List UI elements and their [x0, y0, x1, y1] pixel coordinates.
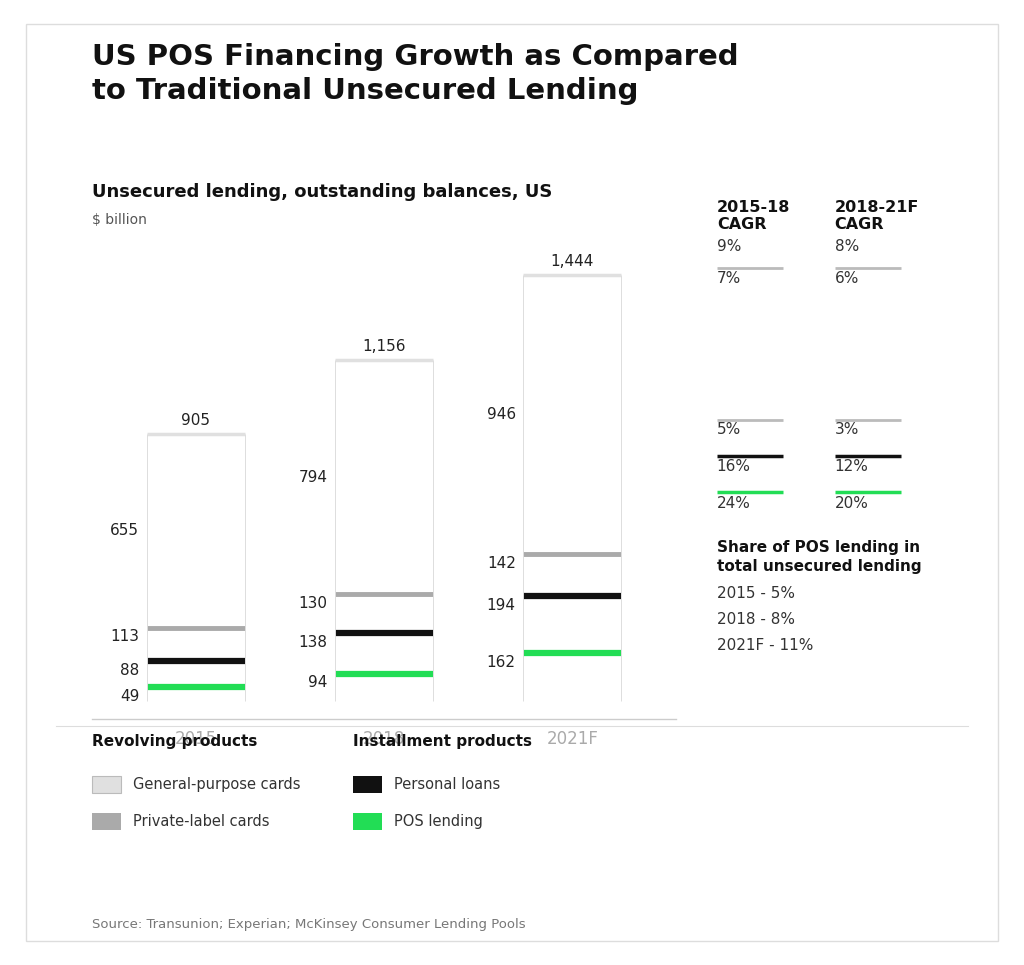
Text: 1,444: 1,444: [551, 254, 594, 269]
Text: 2015 - 5%: 2015 - 5%: [717, 587, 795, 601]
Text: 12%: 12%: [835, 459, 868, 474]
Text: 905: 905: [181, 413, 210, 427]
Text: 194: 194: [486, 598, 516, 613]
Text: Private-label cards: Private-label cards: [133, 813, 269, 829]
Text: 2015-18
CAGR: 2015-18 CAGR: [717, 200, 791, 233]
Text: Share of POS lending in
total unsecured lending: Share of POS lending in total unsecured …: [717, 540, 922, 574]
Text: 5%: 5%: [717, 423, 741, 437]
Text: 946: 946: [486, 407, 516, 423]
Text: 130: 130: [299, 596, 328, 611]
Text: Personal loans: Personal loans: [394, 777, 501, 792]
Text: 16%: 16%: [717, 459, 751, 474]
Text: 1,156: 1,156: [362, 339, 406, 354]
Text: 8%: 8%: [835, 239, 859, 254]
Text: 162: 162: [486, 655, 516, 671]
Text: US POS Financing Growth as Compared
to Traditional Unsecured Lending: US POS Financing Growth as Compared to T…: [92, 43, 738, 105]
Text: 655: 655: [111, 523, 139, 538]
Text: 49: 49: [120, 689, 139, 703]
Text: 138: 138: [299, 635, 328, 649]
Text: 113: 113: [111, 629, 139, 645]
Text: Installment products: Installment products: [353, 734, 532, 749]
Text: 24%: 24%: [717, 496, 751, 510]
Text: Unsecured lending, outstanding balances, US: Unsecured lending, outstanding balances,…: [92, 182, 553, 201]
Text: 2018 - 8%: 2018 - 8%: [717, 613, 795, 627]
Text: $ billion: $ billion: [92, 213, 147, 228]
Text: 88: 88: [120, 663, 139, 677]
Bar: [146, 434, 245, 702]
Bar: [335, 360, 433, 702]
Text: 3%: 3%: [835, 423, 859, 437]
Text: 7%: 7%: [717, 271, 741, 286]
Text: 794: 794: [299, 470, 328, 485]
Text: 94: 94: [308, 676, 328, 690]
Text: Source: Transunion; Experian; McKinsey Consumer Lending Pools: Source: Transunion; Experian; McKinsey C…: [92, 919, 525, 931]
Bar: [523, 275, 622, 702]
Text: 2018-21F
CAGR: 2018-21F CAGR: [835, 200, 919, 233]
Text: General-purpose cards: General-purpose cards: [133, 777, 301, 792]
Text: Revolving products: Revolving products: [92, 734, 257, 749]
Text: 142: 142: [487, 556, 516, 571]
Text: POS lending: POS lending: [394, 813, 483, 829]
Text: 20%: 20%: [835, 496, 868, 510]
Text: 2021F - 11%: 2021F - 11%: [717, 639, 813, 653]
Text: 6%: 6%: [835, 271, 859, 286]
Text: 9%: 9%: [717, 239, 741, 254]
